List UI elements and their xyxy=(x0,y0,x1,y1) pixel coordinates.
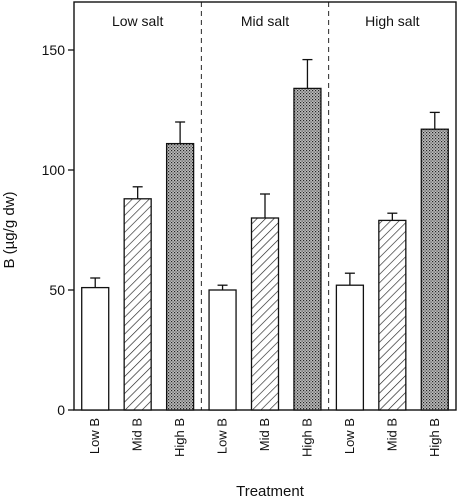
bar xyxy=(123,198,152,411)
y-tick-label: 150 xyxy=(42,42,66,58)
category-label: Mid B xyxy=(257,418,272,451)
category-label: High B xyxy=(172,418,187,457)
category-label: High B xyxy=(299,418,314,457)
y-tick-label: 0 xyxy=(57,402,65,418)
category-label: High B xyxy=(427,418,442,457)
y-tick-label: 100 xyxy=(42,162,66,178)
group-separators xyxy=(200,2,330,410)
error-bars xyxy=(90,58,440,290)
bar xyxy=(165,142,195,411)
x-axis-title: Treatment xyxy=(236,483,305,500)
y-axis-title: B (µg/g dw) xyxy=(1,191,18,268)
bar xyxy=(81,286,110,411)
group-label: High salt xyxy=(365,13,420,29)
bar xyxy=(293,87,322,411)
bar xyxy=(420,128,449,411)
bars xyxy=(81,87,449,411)
category-labels: Low B Mid B High B Low B Mid B High B Low B Mid… xyxy=(87,418,442,457)
category-label: Low B xyxy=(87,418,102,454)
bar xyxy=(335,284,365,411)
category-label: Mid B xyxy=(130,418,145,451)
bar xyxy=(208,289,237,411)
group-labels: Low salt Mid salt High salt xyxy=(112,13,420,29)
group-label: Mid salt xyxy=(241,13,289,29)
bar xyxy=(378,219,407,411)
group-label: Low salt xyxy=(112,13,163,29)
y-tick-label: 50 xyxy=(49,282,65,298)
y-axis: 0 50 100 150 xyxy=(42,42,74,418)
category-label: Low B xyxy=(342,418,357,454)
category-label: Low B xyxy=(215,418,230,454)
category-label: Mid B xyxy=(384,418,399,451)
bar xyxy=(250,217,280,411)
